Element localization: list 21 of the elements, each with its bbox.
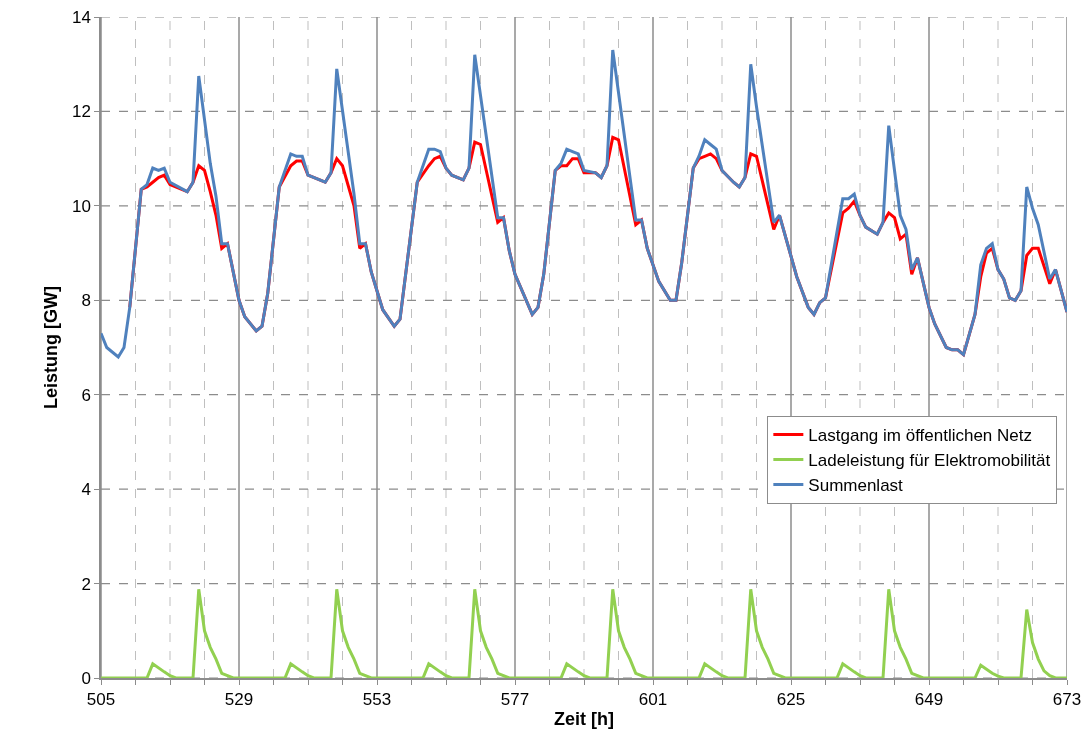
legend-label: Ladeleistung für Elektromobilität [808,451,1051,471]
y-tick-label: 6 [81,385,91,405]
x-axis-title: Zeit [h] [554,708,614,729]
x-tick-label: 601 [638,690,668,710]
y-axis-title: Leistung [GW] [40,286,61,409]
y-tick-label: 14 [71,7,91,27]
x-tick-label: 577 [500,690,530,710]
legend-label: Lastgang im öffentlichen Netz [808,426,1032,446]
x-tick-label: 529 [224,690,254,710]
x-tick-label: 553 [362,690,392,710]
x-tick-label: 673 [1052,690,1082,710]
x-tick-label: 649 [914,690,944,710]
y-tick-label: 2 [81,574,91,594]
legend-label: Summenlast [808,476,904,496]
y-tick-label: 4 [81,480,91,500]
x-tick-label: 625 [776,690,806,710]
y-tick-label: 8 [81,291,91,311]
y-tick-label: 10 [71,196,91,216]
y-tick-label: 12 [71,102,91,122]
x-tick-label: 505 [86,690,116,710]
y-tick-label: 0 [81,668,91,688]
